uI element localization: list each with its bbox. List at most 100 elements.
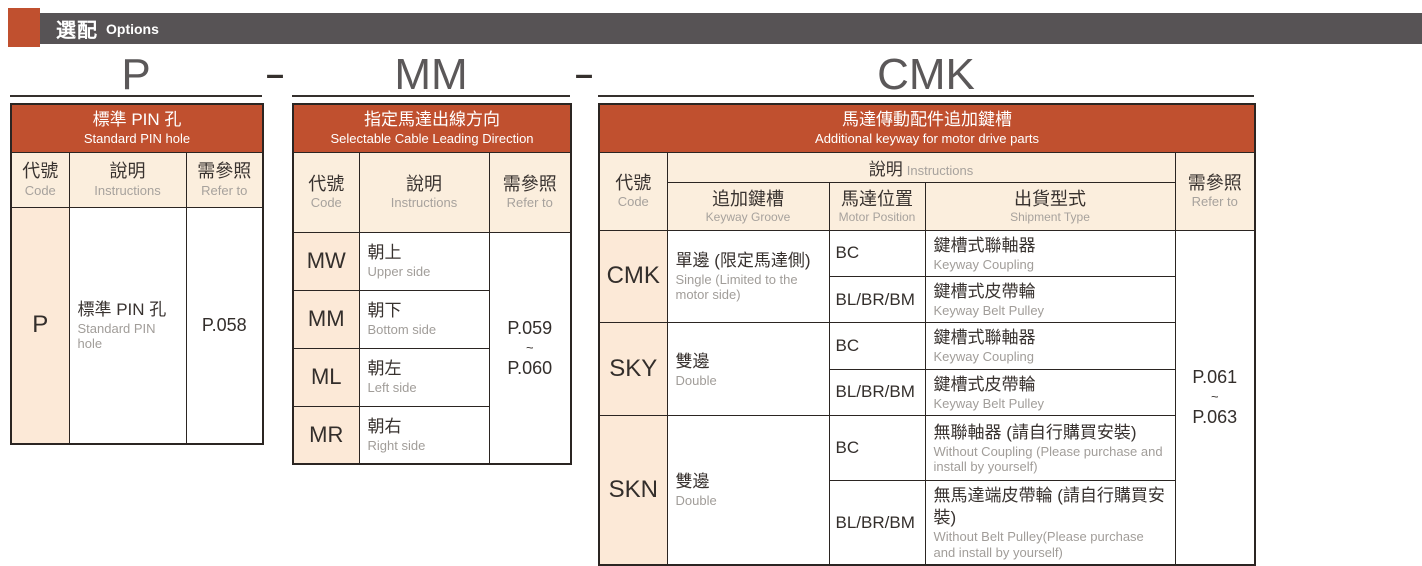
- desc-zh: 朝左: [367, 359, 402, 379]
- code-cell: MM: [292, 289, 360, 349]
- code-part-mm: MM: [292, 50, 570, 99]
- refer-cell: P.058: [185, 206, 264, 445]
- header-desc-zh: 說明: [109, 161, 146, 182]
- keyway-en: Double: [675, 372, 717, 388]
- refer-tilde: ~: [1210, 389, 1219, 405]
- column-header-refer: 需參照 Refer to: [185, 151, 264, 208]
- column-header-motor-position: 馬達位置 Motor Position: [828, 181, 926, 231]
- header-refer-zh: 需參照: [197, 161, 252, 182]
- desc-en: Upper side: [367, 264, 431, 280]
- table-row: MR 朝右 Right side: [292, 405, 571, 465]
- shipment-zh: 鍵槽式聯軸器: [933, 235, 1036, 255]
- desc-cell: 朝左 Left side: [358, 347, 490, 407]
- shipment-cell: 鍵槽式聯軸器 Keyway Coupling: [924, 322, 1176, 370]
- header-code-en: Code: [617, 194, 649, 210]
- shipment-zh: 鍵槽式聯軸器: [933, 328, 1036, 348]
- desc-cell: 朝下 Bottom side: [358, 289, 490, 349]
- shipment-en: Without Coupling (Please purchase and in…: [933, 443, 1163, 475]
- table-title-zh: 指定馬達出線方向: [364, 110, 500, 130]
- code-part-p: P: [10, 50, 262, 99]
- keyway-zh: 單邊 (限定馬達側): [675, 251, 811, 271]
- desc-en: Left side: [367, 380, 417, 396]
- table-row: SKY 雙邊 Double BC 鍵槽式聯軸器 Keyway Coupling: [598, 322, 1255, 417]
- keyway-cell: 雙邊 Double: [666, 415, 830, 566]
- column-header-code: 代號 Code: [292, 151, 360, 233]
- header-code-en: Code: [24, 182, 56, 198]
- table-row: BL/BR/BM 無馬達端皮帶輪 (請自行購買安裝) Without Belt …: [599, 480, 1255, 566]
- table-title-en: Additional keyway for motor drive parts: [815, 131, 1040, 147]
- table-row: SKN 雙邊 Double BC 無聯軸器 (請自行購買安裝) Without …: [598, 415, 1255, 566]
- header-refer-zh: 需參照: [1187, 172, 1242, 193]
- header-motor-zh: 馬達位置: [841, 188, 913, 209]
- column-header-code: 代號 Code: [598, 151, 668, 231]
- table-additional-keyway: 馬達傳動配件追加鍵槽 Additional keyway for motor d…: [598, 103, 1257, 566]
- shipment-en: Keyway Belt Pulley: [933, 303, 1045, 319]
- table-row: ML 朝左 Left side: [292, 347, 571, 407]
- header-refer-zh: 需參照: [502, 173, 557, 194]
- table-cable-direction: 指定馬達出線方向 Selectable Cable Leading Direct…: [292, 103, 572, 465]
- keyway-cell: 單邊 (限定馬達側) Single (Limited to the motor …: [666, 229, 830, 324]
- shipment-zh: 鍵槽式皮帶輪: [933, 281, 1036, 301]
- code-cell: SKY: [598, 322, 668, 417]
- desc-cell: 朝上 Upper side: [358, 231, 490, 291]
- header-desc-zh: 說明: [406, 173, 442, 194]
- header-desc-zh: 說明: [868, 159, 903, 179]
- code-cell: MR: [292, 405, 360, 465]
- shipment-cell: 無馬達端皮帶輪 (請自行購買安裝) Without Belt Pulley(Pl…: [924, 480, 1176, 566]
- section-title-en: Options: [106, 20, 159, 37]
- header-desc-en: Instructions: [94, 182, 161, 198]
- motor-cell: BL/BR/BM: [828, 368, 926, 417]
- table-title-zh: 馬達傳動配件追加鍵槽: [842, 110, 1013, 130]
- shipment-cell: 鍵槽式皮帶輪 Keyway Belt Pulley: [924, 275, 1176, 324]
- code-cell: ML: [292, 347, 360, 407]
- header-refer-en: Refer to: [201, 182, 248, 198]
- header-ship-zh: 出貨型式: [1014, 188, 1086, 209]
- table-row: BL/BR/BM 鍵槽式皮帶輪 Keyway Belt Pulley: [599, 368, 1255, 417]
- shipment-cell: 鍵槽式皮帶輪 Keyway Belt Pulley: [924, 368, 1176, 417]
- table-title: 標準 PIN 孔 Standard PIN hole: [10, 103, 264, 153]
- motor-cell: BC: [828, 229, 926, 277]
- keyway-en: Single (Limited to the motor side): [675, 272, 798, 303]
- header-keyway-en: Keyway Groove: [705, 210, 791, 225]
- code-part-cmk: CMK: [598, 50, 1254, 99]
- header-keyway-zh: 追加鍵槽: [712, 188, 784, 209]
- code-cell: P: [10, 206, 70, 445]
- desc-zh: 標準 PIN 孔: [77, 299, 167, 319]
- column-header-instructions-group: 說明 Instructions: [666, 151, 1176, 183]
- refer-from: P.059: [507, 317, 553, 338]
- refer-tilde: ~: [525, 339, 534, 355]
- keyway-cell: 雙邊 Double: [666, 322, 830, 417]
- code-cell: CMK: [598, 229, 668, 324]
- shipment-en: Without Belt Pulley(Please purchase and …: [933, 529, 1144, 560]
- keyway-zh: 雙邊: [675, 351, 710, 371]
- refer-to: P.063: [1192, 407, 1238, 428]
- header-code-zh: 代號: [615, 172, 652, 193]
- code-separator: –: [266, 56, 284, 92]
- refer-cell: P.061 ~ P.063: [1174, 229, 1256, 566]
- shipment-zh: 無聯軸器 (請自行購買安裝): [933, 422, 1137, 442]
- table-standard-pin-hole: 標準 PIN 孔 Standard PIN hole 代號 Code 說明 In…: [10, 103, 264, 445]
- table-row: BL/BR/BM 鍵槽式皮帶輪 Keyway Belt Pulley: [599, 275, 1255, 324]
- column-header-code: 代號 Code: [10, 151, 70, 208]
- table-row: MM 朝下 Bottom side: [292, 289, 571, 349]
- shipment-zh: 無馬達端皮帶輪 (請自行購買安裝): [933, 486, 1165, 528]
- header-refer-en: Refer to: [506, 195, 553, 211]
- desc-cell: 朝右 Right side: [358, 405, 490, 465]
- desc-zh: 朝上: [367, 243, 402, 263]
- section-title-zh: 選配: [56, 20, 98, 42]
- header-desc-en: Instructions: [906, 162, 974, 178]
- table-title-zh: 標準 PIN 孔: [92, 110, 182, 130]
- keyway-en: Double: [675, 493, 717, 509]
- motor-cell: BC: [828, 322, 926, 370]
- code-separator: –: [575, 56, 593, 92]
- column-header-refer: 需參照 Refer to: [488, 151, 572, 233]
- desc-en: Bottom side: [367, 322, 437, 338]
- keyway-zh: 雙邊: [675, 472, 710, 492]
- desc-en: Standard PIN hole: [77, 320, 156, 352]
- header-desc-en: Instructions: [390, 195, 458, 211]
- desc-zh: 朝右: [367, 417, 402, 437]
- table-title-en: Standard PIN hole: [83, 131, 191, 147]
- motor-cell: BC: [828, 415, 926, 482]
- header-code-zh: 代號: [22, 161, 59, 182]
